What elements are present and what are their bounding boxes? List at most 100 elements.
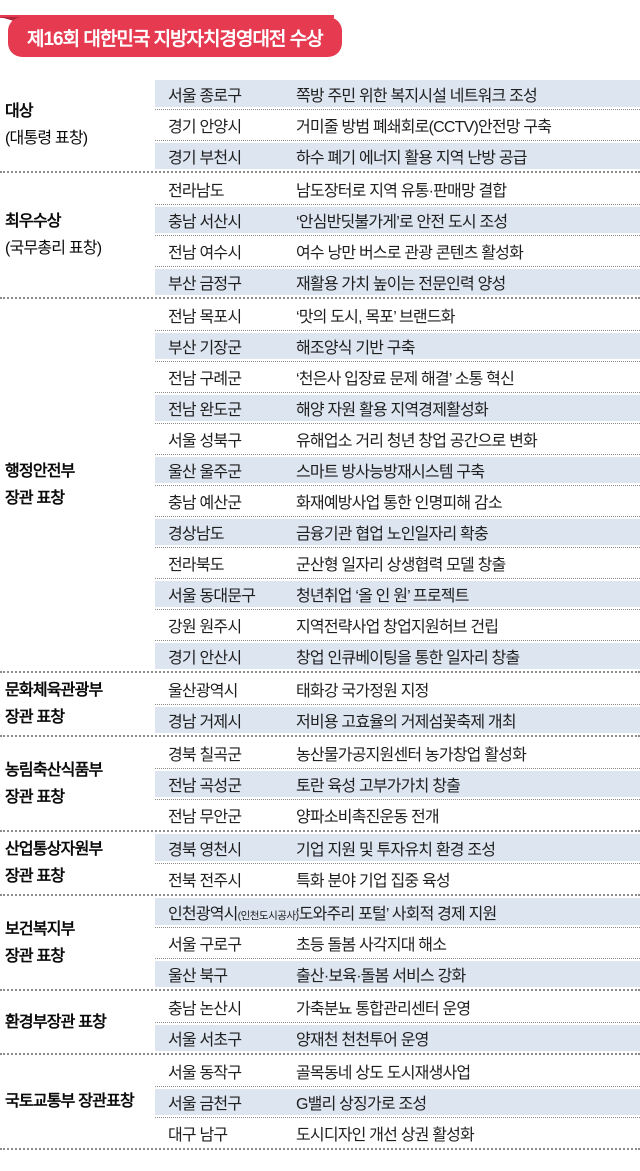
category-label-line: 산업통상자원부 xyxy=(5,841,103,858)
region-cell: 강원 원주시 xyxy=(168,619,242,636)
award-row: 전라북도 군산형 일자리 상생협력 모델 창출 xyxy=(155,547,640,578)
category-label-line: 행정안전부 xyxy=(5,463,75,480)
award-row: 서울 구로구 초등 돌봄 사각지대 해소 xyxy=(155,927,640,958)
region-cell: 전남 여수시 xyxy=(168,245,242,262)
award-row: 충남 논산시 가축분뇨 통합관리센터 운영 xyxy=(155,991,640,1022)
section-rows: 경북 칠곡군 농산물가공지원센터 농가창업 활성화 전남 곡성군 토란 육성 고부가가… xyxy=(155,737,640,830)
section-rows: 경북 영천시 기업 지원 및 투자유치 환경 조성 전북 전주시 특화 분야 기업 집… xyxy=(155,832,640,894)
project-cell: 양재천 천천투어 운영 xyxy=(296,1032,429,1049)
project-cell: 화재예방사업 통한 인명피해 감소 xyxy=(296,495,503,512)
category-label-line: 장관 표창 xyxy=(5,490,65,507)
category-label: 최우수상 (국무총리 표창) xyxy=(0,173,155,297)
project-cell: ‘도와주리 포털’ 사회적 경제 지원 xyxy=(296,905,497,923)
project-cell: 지역전략사업 창업지원허브 건립 xyxy=(296,619,499,636)
project-cell: 하수 폐기 에너지 활용 지역 난방 공급 xyxy=(296,150,527,167)
region-cell: 전북 전주시 xyxy=(168,873,242,890)
award-row: 전북 전주시 특화 분야 기업 집중 육성 xyxy=(155,863,640,894)
project-cell: 재활용 가치 높이는 전문인력 양성 xyxy=(296,276,506,293)
project-cell: 남도장터로 지역 유통·판매망 결합 xyxy=(296,182,507,200)
category-label-line: 장관 표창 xyxy=(5,868,65,885)
category-label-line: 최우수상 xyxy=(5,213,61,230)
region-cell: 경기 안양시 xyxy=(168,119,242,136)
category-label-line: 환경부장관 표창 xyxy=(5,1013,107,1031)
award-row: 서울 금천구 G밸리 상징가로 조성 xyxy=(155,1086,640,1117)
category-label-line: 국토교통부 장관표창 xyxy=(5,1093,135,1110)
section-rows: 전남 목포시 ‘맛의 도시, 목포’ 브랜드화 부산 기장군 해조양식 기반 구축 전남… xyxy=(155,299,640,671)
section-rows: 인천광역시(인천도시공사) ‘도와주리 포털’ 사회적 경제 지원 서울 구로구 초등… xyxy=(155,896,640,989)
region-cell: 서울 구로구 xyxy=(168,937,242,954)
region-cell: 전남 완도군 xyxy=(168,402,242,419)
award-row: 부산 기장군 해조양식 기반 구축 xyxy=(155,330,640,361)
project-cell: 특화 분야 기업 집중 육성 xyxy=(296,873,451,890)
award-section: 국토교통부 장관표창 서울 동작구 골목동네 상도 도시재생사업 서울 금천구 G밸리 … xyxy=(0,1053,640,1148)
region-cell: 부산 금정구 xyxy=(168,276,242,293)
project-cell: ‘맛의 도시, 목포’ 브랜드화 xyxy=(296,308,456,326)
region-cell: 경북 영천시 xyxy=(168,841,242,859)
title-badge: 제16회 대한민국 지방자치경영대전 수상 xyxy=(8,17,342,57)
project-cell: G밸리 상징가로 조성 xyxy=(296,1096,427,1113)
award-section: 보건복지부 장관 표창 인천광역시(인천도시공사) ‘도와주리 포털’ 사회적 경제 … xyxy=(0,894,640,989)
region-cell: 서울 종로구 xyxy=(168,87,242,105)
award-row: 경기 안양시 거미줄 방범 폐쇄회로(CCTV)안전망 구축 xyxy=(155,109,640,140)
region-cell: 충남 서산시 xyxy=(168,214,242,231)
region-cell: 울산 북구 xyxy=(168,968,228,985)
project-cell: 쪽방 주민 위한 복지시설 네트워크 조성 xyxy=(296,87,538,105)
header: 제16회 대한민국 지방자치경영대전 수상 xyxy=(0,0,640,78)
category-label: 환경부장관 표창 xyxy=(0,991,155,1053)
project-cell: 해양 자원 활용 지역경제활성화 xyxy=(296,402,489,419)
award-row: 울산광역시 태화강 국가정원 지정 xyxy=(155,673,640,704)
region-cell: 전남 무안군 xyxy=(168,809,242,826)
award-row: 서울 서초구 양재천 천천투어 운영 xyxy=(155,1022,640,1053)
project-cell: 군산형 일자리 상생협력 모델 창출 xyxy=(296,557,506,574)
award-section: 산업통상자원부 장관 표창 경북 영천시 기업 지원 및 투자유치 환경 조성 전북 전… xyxy=(0,830,640,894)
award-row: 경기 안산시 창업 인큐베이팅을 통한 일자리 창출 xyxy=(155,640,640,671)
category-label-line: 장관 표창 xyxy=(5,947,65,965)
project-cell: 가축분뇨 통합관리센터 운영 xyxy=(296,1000,471,1018)
region-cell: 서울 동대문구 xyxy=(168,588,256,605)
category-label-line: 문화체육관광부 xyxy=(5,682,103,699)
award-row: 전남 여수시 여수 낭만 버스로 관광 콘텐츠 활성화 xyxy=(155,235,640,266)
project-cell: 해조양식 기반 구축 xyxy=(296,340,415,357)
category-label: 국토교통부 장관표창 xyxy=(0,1055,155,1148)
award-row: 충남 예산군 화재예방사업 통한 인명피해 감소 xyxy=(155,485,640,516)
category-label-line: 농림축산식품부 xyxy=(5,761,103,779)
region-cell: 서울 동작구 xyxy=(168,1064,242,1082)
award-row: 대구 남구 도시디자인 개선 상권 활성화 xyxy=(155,1117,640,1148)
award-row: 경기 부천시 하수 폐기 에너지 활용 지역 난방 공급 xyxy=(155,140,640,171)
region-cell: 경기 안산시 xyxy=(168,650,242,667)
region-cell: 서울 금천구 xyxy=(168,1096,242,1113)
ribbon-top-line xyxy=(0,15,334,18)
category-label: 대상 (대통령 표창) xyxy=(0,78,155,171)
award-row: 강원 원주시 지역전략사업 창업지원허브 건립 xyxy=(155,609,640,640)
project-cell: 유해업소 거리 청년 창업 공간으로 변화 xyxy=(296,433,538,450)
award-row: 전남 구례군 ‘천은사 입장료 문제 해결’ 소통 혁신 xyxy=(155,361,640,392)
award-row: 전라남도 남도장터로 지역 유통·판매망 결합 xyxy=(155,173,640,204)
category-label-line: 장관 표창 xyxy=(5,709,65,726)
section-rows: 전라남도 남도장터로 지역 유통·판매망 결합 충남 서산시 ‘안심반딧불가게’로 안… xyxy=(155,173,640,297)
project-cell: 거미줄 방범 폐쇄회로(CCTV)안전망 구축 xyxy=(296,119,552,136)
region-cell: 전남 목포시 xyxy=(168,308,242,326)
project-cell: 도시디자인 개선 상권 활성화 xyxy=(296,1127,475,1144)
award-row: 울산 울주군 스마트 방사능방재시스템 구축 xyxy=(155,454,640,485)
project-cell: 농산물가공지원센터 농가창업 활성화 xyxy=(296,746,527,764)
award-row: 전남 완도군 해양 자원 활용 지역경제활성화 xyxy=(155,392,640,423)
region-cell: 서울 서초구 xyxy=(168,1032,242,1049)
project-cell: 출산·보육·돌봄 서비스 강화 xyxy=(296,968,466,985)
award-row: 경남 거제시 저비용 고효율의 거제섬꽃축제 개최 xyxy=(155,704,640,735)
project-cell: 청년취업 ‘올 인 원’ 프로젝트 xyxy=(296,588,469,605)
region-cell: 경남 거제시 xyxy=(168,714,242,731)
project-cell: ‘천은사 입장료 문제 해결’ 소통 혁신 xyxy=(296,371,515,388)
award-row: 전남 곡성군 토란 육성 고부가가치 창출 xyxy=(155,768,640,799)
section-rows: 울산광역시 태화강 국가정원 지정 경남 거제시 저비용 고효율의 거제섬꽃축제 개최 xyxy=(155,673,640,735)
region-cell: 경기 부천시 xyxy=(168,150,242,167)
project-cell: 여수 낭만 버스로 관광 콘텐츠 활성화 xyxy=(296,245,524,262)
category-label: 농림축산식품부 장관 표창 xyxy=(0,737,155,830)
